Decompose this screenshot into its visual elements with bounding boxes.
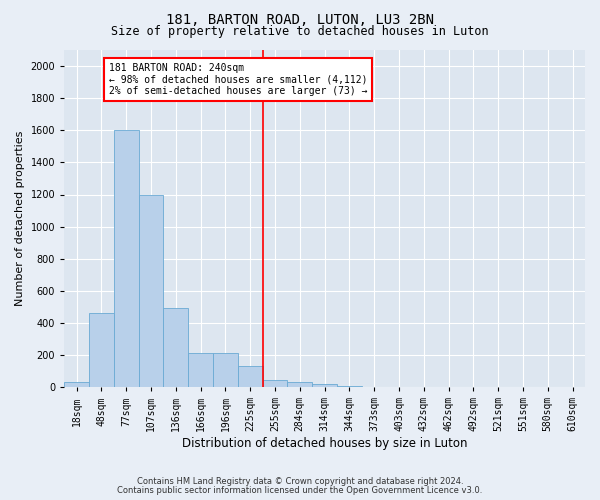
- Bar: [114, 130, 139, 387]
- Bar: [263, 380, 287, 387]
- X-axis label: Distribution of detached houses by size in Luton: Distribution of detached houses by size …: [182, 437, 467, 450]
- Bar: [238, 366, 263, 387]
- Bar: [213, 354, 238, 387]
- Text: Contains public sector information licensed under the Open Government Licence v3: Contains public sector information licen…: [118, 486, 482, 495]
- Bar: [89, 314, 114, 387]
- Text: 181, BARTON ROAD, LUTON, LU3 2BN: 181, BARTON ROAD, LUTON, LU3 2BN: [166, 12, 434, 26]
- Text: Contains HM Land Registry data © Crown copyright and database right 2024.: Contains HM Land Registry data © Crown c…: [137, 477, 463, 486]
- Text: Size of property relative to detached houses in Luton: Size of property relative to detached ho…: [111, 25, 489, 38]
- Bar: [163, 308, 188, 387]
- Bar: [139, 194, 163, 387]
- Bar: [337, 386, 362, 387]
- Text: 181 BARTON ROAD: 240sqm
← 98% of detached houses are smaller (4,112)
2% of semi-: 181 BARTON ROAD: 240sqm ← 98% of detache…: [109, 63, 367, 96]
- Bar: [64, 382, 89, 387]
- Bar: [287, 382, 312, 387]
- Bar: [188, 354, 213, 387]
- Y-axis label: Number of detached properties: Number of detached properties: [15, 131, 25, 306]
- Bar: [312, 384, 337, 387]
